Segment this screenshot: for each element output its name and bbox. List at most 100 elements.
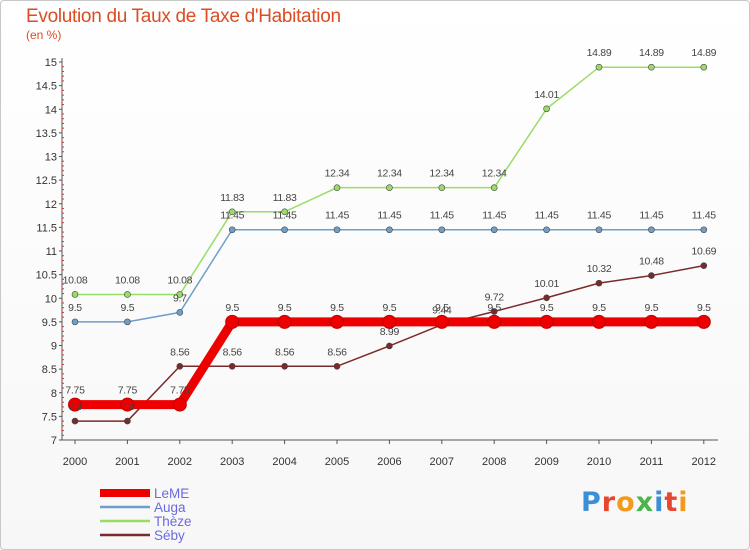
data-point-thèze [595, 63, 603, 71]
y-tick-label: 9.5 [42, 317, 57, 329]
data-label-auga: 11.45 [377, 210, 401, 222]
y-tick-label: 14.5 [36, 81, 57, 93]
data-label-leme: 9.5 [592, 302, 606, 314]
legend-label-thèze: Thèze [154, 514, 192, 529]
x-tick-label: 2009 [534, 456, 558, 468]
data-label-leme: 9.5 [330, 302, 344, 314]
legend-label-séby: Séby [154, 528, 185, 543]
data-point-leme [68, 397, 82, 412]
data-point-thèze [700, 63, 708, 71]
data-point-thèze [648, 63, 655, 71]
x-tick-label: 2006 [377, 456, 401, 468]
data-point-auga [543, 226, 550, 234]
y-tick-label: 14 [45, 104, 57, 116]
data-label-leme: 7.75 [170, 385, 190, 397]
data-label-auga: 11.45 [639, 210, 663, 222]
data-point-séby [124, 417, 131, 425]
data-point-auga [700, 226, 708, 234]
data-point-séby [281, 362, 288, 370]
data-point-thèze [490, 184, 498, 191]
data-label-auga: 11.45 [535, 210, 559, 222]
y-tick-label: 11.5 [36, 222, 57, 234]
data-label-thèze: 14.01 [534, 89, 559, 101]
data-point-leme [330, 314, 344, 329]
data-point-auga [595, 226, 603, 234]
data-label-séby: 8.56 [327, 346, 347, 358]
data-point-leme [696, 314, 711, 329]
data-label-leme: 9.5 [645, 302, 659, 314]
series-line-thèze [75, 66, 704, 296]
data-label-thèze: 11.83 [273, 192, 297, 204]
data-label-leme: 9.5 [278, 302, 292, 314]
x-tick-label: 2010 [587, 456, 611, 468]
legend-label-leme: LeME [154, 486, 189, 501]
data-point-leme [487, 314, 502, 329]
x-tick-label: 2004 [272, 456, 296, 468]
data-label-séby: 10.01 [534, 278, 559, 290]
chart-unit-label: (en %) [26, 28, 62, 42]
x-tick-label: 2000 [63, 456, 87, 468]
data-label-thèze: 14.89 [639, 47, 664, 59]
x-tick-label: 2007 [430, 456, 454, 468]
data-point-séby [490, 308, 498, 315]
data-point-auga [71, 318, 79, 326]
x-tick-label: 2002 [168, 456, 192, 468]
y-tick-label: 12.5 [36, 175, 57, 187]
data-point-thèze [438, 184, 446, 191]
data-point-auga [386, 226, 393, 234]
data-label-thèze: 12.34 [377, 168, 402, 180]
data-point-thèze [124, 291, 131, 298]
y-tick-label: 8.5 [42, 364, 57, 376]
y-tick-label: 13.5 [36, 128, 57, 140]
data-point-leme [277, 314, 292, 329]
data-label-thèze: 10.08 [167, 274, 192, 286]
data-label-auga: 11.45 [587, 210, 611, 222]
data-point-auga [176, 309, 184, 316]
legend-label-auga: Auga [154, 500, 186, 515]
data-label-thèze: 12.34 [482, 168, 507, 180]
y-tick-label: 7 [51, 435, 57, 447]
x-tick-label: 2012 [692, 456, 716, 468]
data-label-auga: 11.45 [273, 210, 297, 222]
data-point-thèze [71, 291, 79, 298]
data-point-auga [281, 226, 288, 234]
data-point-auga [490, 226, 498, 234]
data-point-thèze [386, 184, 393, 191]
data-point-séby [648, 272, 655, 279]
data-point-thèze [543, 105, 550, 113]
y-tick-label: 10 [45, 293, 57, 305]
data-label-thèze: 10.08 [63, 274, 88, 286]
data-label-thèze: 12.34 [325, 168, 350, 180]
data-label-auga: 9.5 [68, 302, 82, 314]
y-tick-label: 11 [46, 246, 57, 258]
data-point-leme [434, 314, 449, 329]
data-label-séby: 10.69 [691, 246, 716, 258]
y-tick-label: 9 [51, 341, 57, 353]
data-point-leme [382, 314, 397, 329]
data-label-auga: 11.45 [482, 210, 506, 222]
x-tick-label: 2008 [482, 456, 506, 468]
data-label-auga: 11.45 [220, 210, 244, 222]
data-point-séby [228, 362, 236, 370]
data-label-séby: 8.56 [275, 346, 295, 358]
data-label-thèze: 11.83 [220, 192, 244, 204]
data-label-séby: 7.4 [68, 401, 82, 413]
data-point-leme [120, 397, 135, 412]
data-label-séby: 8.99 [380, 326, 400, 338]
data-label-séby: 8.56 [170, 346, 190, 358]
data-point-séby [333, 362, 341, 370]
data-label-leme: 7.75 [65, 385, 85, 397]
y-tick-label: 13 [45, 152, 57, 164]
data-point-auga [228, 226, 236, 234]
data-label-séby: 7.4 [121, 401, 135, 413]
data-point-auga [648, 226, 655, 234]
data-label-séby: 10.48 [639, 256, 664, 268]
data-label-auga: 11.45 [325, 210, 349, 222]
data-label-séby: 9.72 [485, 291, 505, 303]
data-label-séby: 8.56 [223, 346, 243, 358]
x-tick-label: 2003 [220, 456, 244, 468]
data-point-leme [592, 314, 606, 329]
data-label-leme: 9.5 [697, 302, 711, 314]
